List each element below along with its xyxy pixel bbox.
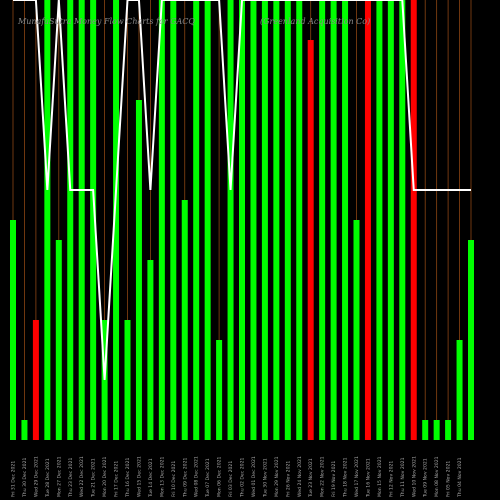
flow-bar	[32, 320, 39, 440]
flow-bar	[410, 0, 417, 440]
x-tick-label: Mon 13 Dec 2021	[159, 456, 165, 497]
x-tick-label: Wed 29 Dec 2021	[33, 456, 39, 497]
flow-bar	[342, 0, 349, 440]
x-tick-label: Mon 20 Dec 2021	[102, 456, 108, 497]
flow-bar	[147, 260, 154, 440]
x-tick-label: Wed 17 Nov 2021	[354, 456, 360, 497]
flow-bar	[468, 240, 474, 440]
x-tick-label: Thu 30 Dec 2021	[22, 457, 28, 498]
x-tick-label: Tue 07 Dec 2021	[205, 458, 211, 498]
x-tick-label: Mon 06 Dec 2021	[217, 456, 223, 497]
x-tick-label: Tue 30 Nov 2021	[262, 458, 268, 498]
flow-bar	[387, 0, 394, 440]
flow-bar	[307, 40, 314, 440]
x-tick-label: Mon 15 Nov 2021	[377, 456, 383, 497]
x-tick-label: Wed 22 Dec 2021	[79, 456, 85, 497]
x-tick-label: Fri 05 Nov 2021	[446, 461, 452, 497]
flow-bar	[113, 0, 120, 440]
x-tick-label: Mon 22 Nov 2021	[320, 456, 326, 497]
flow-bar	[193, 0, 200, 440]
x-tick-label: Tue 21 Dec 2021	[91, 458, 97, 498]
x-tick-label: Wed 24 Nov 2021	[297, 456, 303, 497]
flow-bar	[445, 420, 452, 440]
x-tick-label: Fri 26 Nov 2021	[285, 461, 291, 497]
x-tick-label: Wed 01 Dec 2021	[251, 456, 257, 497]
flow-bar	[364, 0, 371, 440]
x-tick-label: Wed 10 Nov 2021	[411, 456, 417, 497]
flow-bar	[239, 0, 245, 440]
x-tick-label: Fri 19 Nov 2021	[331, 461, 337, 497]
flow-bar	[353, 220, 360, 440]
flow-bar	[10, 220, 16, 440]
x-tick-label: Tue 14 Dec 2021	[148, 458, 154, 498]
x-tick-label: Fri 17 Dec 2021	[114, 461, 120, 497]
flow-line	[13, 0, 471, 381]
flow-bar	[124, 320, 131, 440]
x-tick-label: Tue 23 Nov 2021	[308, 458, 314, 498]
flow-bar	[44, 0, 51, 440]
flow-bar	[67, 0, 74, 440]
flow-bar	[158, 0, 165, 440]
x-tick-label: Fri 10 Dec 2021	[171, 461, 177, 497]
x-tick-label: Thu 23 Dec 2021	[68, 457, 74, 498]
flow-bar	[250, 0, 257, 440]
flow-bar	[330, 0, 337, 440]
flow-bar	[216, 340, 223, 440]
x-tick-label: Fri 03 Dec 2021	[228, 461, 234, 497]
flow-bar	[376, 0, 383, 440]
flow-bar	[284, 0, 291, 440]
flow-bar	[21, 420, 28, 440]
flow-bar	[181, 200, 188, 440]
flow-bar	[135, 100, 142, 440]
x-tick-label: Wed 08 Dec 2021	[194, 456, 200, 497]
flow-bar	[456, 340, 463, 440]
flow-bars	[10, 0, 474, 440]
flow-bar	[227, 0, 234, 440]
flow-bar	[433, 420, 440, 440]
chart-title: MunafaSutra Money Flow Charts for GACQ (…	[17, 17, 370, 26]
x-axis-tick-labels: Fri 31 Dec 2021 Thu 30 Dec 2021 Wed 29 Dec…	[11, 456, 464, 498]
flow-bar	[273, 0, 280, 440]
flow-bar	[319, 0, 326, 440]
flow-bar	[78, 0, 85, 440]
x-tick-label: Tue 28 Dec 2021	[45, 458, 51, 498]
flow-bar	[90, 0, 97, 440]
x-tick-label: Thu 11 Nov 2021	[400, 457, 406, 498]
flow-bar	[296, 0, 303, 440]
x-tick-label: Mon 08 Nov 2021	[434, 456, 440, 497]
x-tick-label: Thu 16 Dec 2021	[125, 457, 131, 498]
x-tick-label: Tue 09 Nov 2021	[423, 458, 429, 498]
chart-title-text: MunafaSutra Money Flow Charts for GACQ	[17, 17, 195, 26]
x-tick-label: Mon 27 Dec 2021	[56, 456, 62, 497]
x-tick-label: Tue 16 Nov 2021	[365, 458, 371, 498]
x-tick-label: Thu 04 Nov 2021	[457, 457, 463, 498]
x-tick-label: Wed 15 Dec 2021	[136, 456, 142, 497]
flow-bar	[55, 240, 62, 440]
x-tick-label: Fri 31 Dec 2021	[11, 461, 17, 497]
chart-subtitle-text: (Greenland Acquisition Co)	[260, 17, 370, 26]
flow-line-path	[13, 0, 471, 381]
flow-bar	[204, 0, 211, 440]
x-tick-label: Thu 02 Dec 2021	[240, 457, 246, 498]
x-tick-label: Thu 18 Nov 2021	[343, 457, 349, 498]
flow-bar	[422, 420, 429, 440]
flow-bar	[261, 0, 268, 440]
flow-bar	[170, 0, 177, 440]
x-tick-label: Fri 12 Nov 2021	[388, 461, 394, 497]
x-tick-label: Mon 29 Nov 2021	[274, 456, 280, 497]
flow-bar	[399, 0, 406, 440]
x-tick-label: Thu 09 Dec 2021	[182, 457, 188, 498]
